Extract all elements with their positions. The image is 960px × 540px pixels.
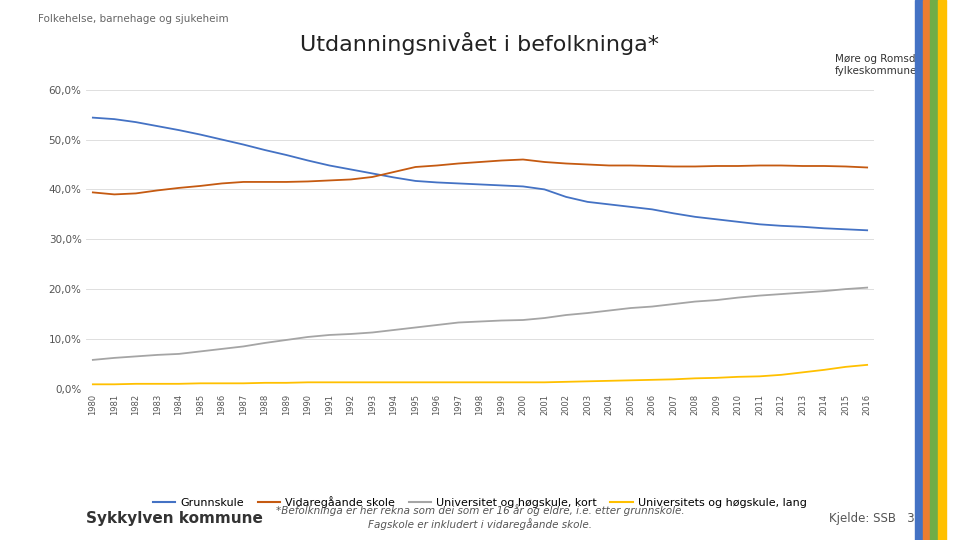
Text: Folkehelse, barnehage og sjukeheim: Folkehelse, barnehage og sjukeheim	[38, 14, 229, 24]
Text: Sykkylven kommune: Sykkylven kommune	[86, 511, 263, 526]
Title: Utdanningsnivået i befolkninga*: Utdanningsnivået i befolkninga*	[300, 32, 660, 55]
Text: Møre og Romsdal
fylkeskommune: Møre og Romsdal fylkeskommune	[835, 54, 925, 76]
Legend: Grunnskule, Vidaregåande skole, Universitet og høgskule, kort, Universitets og h: Grunnskule, Vidaregåande skole, Universi…	[149, 491, 811, 512]
Text: Fagskole er inkludert i vidaregåande skole.: Fagskole er inkludert i vidaregåande sko…	[368, 518, 592, 530]
Text: Kjelde: SSB   38: Kjelde: SSB 38	[828, 512, 922, 525]
Text: *Befolkninga er her rekna som dei som er 16 år og eldre, i.e. etter grunnskole.: *Befolkninga er her rekna som dei som er…	[276, 504, 684, 516]
